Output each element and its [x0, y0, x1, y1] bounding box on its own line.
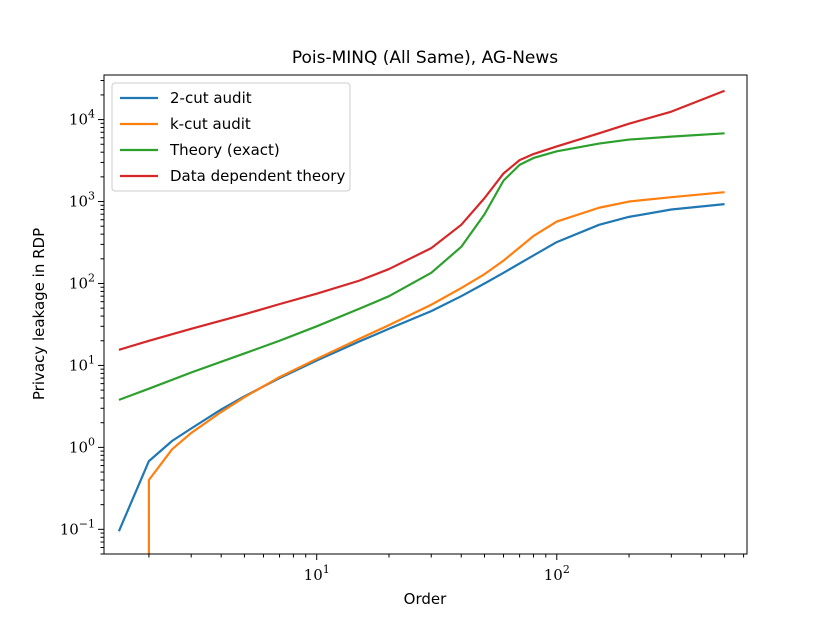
- legend-label: k-cut audit: [170, 115, 251, 133]
- series-line-data-dependent-theory: [118, 89, 725, 351]
- y-tick-label: 104: [69, 108, 95, 129]
- legend: 2-cut audit k-cut audit Theory (exact) Data…: [111, 82, 351, 192]
- legend-label: Data dependent theory: [170, 167, 345, 185]
- plot-frame: [103, 74, 748, 555]
- legend-box: [111, 82, 351, 192]
- chart-title: Pois-MINQ (All Same), AG-News: [292, 48, 558, 68]
- x-tick-label: 101: [304, 563, 330, 584]
- y-axis-label: Privacy leakage in RDP: [30, 228, 48, 400]
- y-tick-label: 101: [69, 353, 95, 374]
- series-line-k-cut-audit: [147, 191, 725, 554]
- y-tick-label: 103: [69, 190, 95, 211]
- series-layer: [117, 89, 725, 554]
- x-axis-ticks: 101 102: [148, 554, 745, 584]
- legend-label: 2-cut audit: [170, 89, 252, 107]
- legend-label: Theory (exact): [169, 141, 280, 159]
- y-tick-label: 102: [69, 271, 95, 292]
- y-tick-label: 10−1: [60, 517, 95, 538]
- x-tick-label: 102: [544, 563, 570, 584]
- y-axis-ticks: 10−1 100 101 102 103 104: [60, 79, 104, 555]
- x-axis-label: Order: [404, 590, 447, 608]
- series-line-theory-exact: [118, 132, 725, 401]
- y-tick-label: 100: [69, 435, 95, 456]
- series-line-2-cut-audit: [117, 203, 725, 532]
